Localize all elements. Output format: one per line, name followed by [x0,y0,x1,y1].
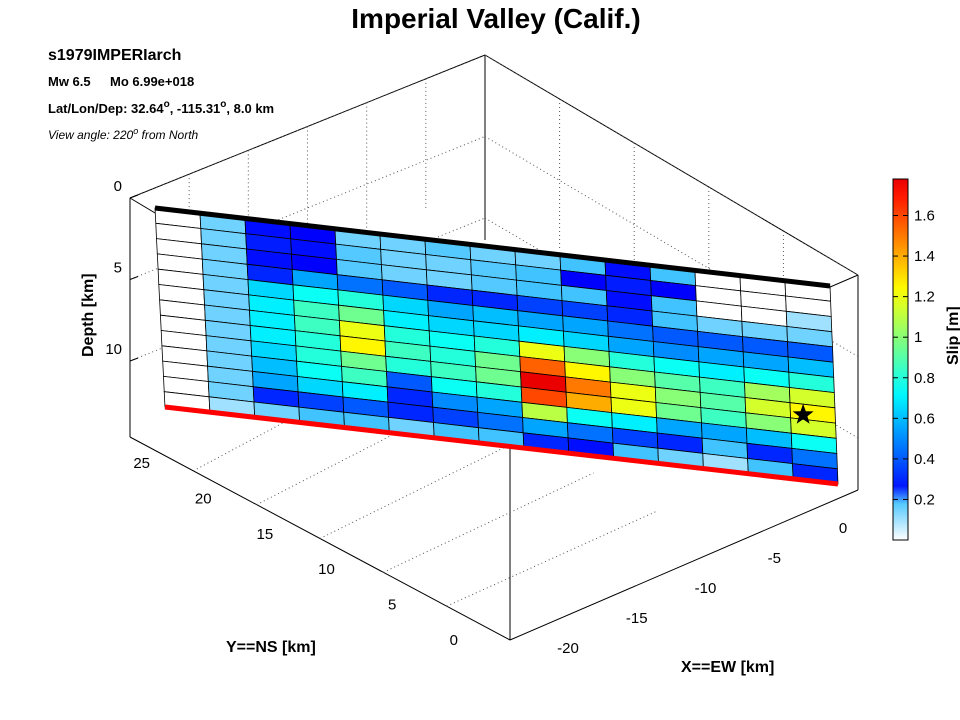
depth-axis-label: Depth [km] [80,273,97,357]
slip-patches [154,207,839,485]
location-lon: , -115.31 [170,101,221,116]
location-lat: Lat/Lon/Dep: 32.64 [48,101,164,116]
colorbar-tick-label: 1 [914,329,922,346]
x-tick-label: -5 [768,550,781,567]
y-axis-label: Y==NS [km] [226,639,316,656]
colorbar-tick-label: 1.6 [914,208,935,225]
event-id: s1979IMPERIarch [48,47,181,64]
y-tick-label: 10 [318,561,335,578]
depth-tick-label: 5 [114,260,122,277]
degree-mark-3: o [133,126,138,136]
fault-top-edge [154,205,831,289]
y-tick-label: 25 [133,455,150,472]
colorbar-label: Slip [m] [945,306,960,365]
depth-tick-label: 0 [114,178,122,195]
y-tick-label: 15 [257,526,274,543]
x-tick-label: -20 [557,640,579,657]
colorbar-fill [892,178,909,541]
hypocenter-star-icon [792,403,814,424]
grid-line [383,472,594,573]
location-dep: , 8.0 km [226,101,274,116]
x-axis-label: X==EW [km] [681,659,774,676]
degree-mark-2: o [220,99,226,110]
depth-tick-label: 10 [105,341,122,358]
colorbar-tick-label: 0.2 [914,491,935,508]
colorbar-tick-label: 0.8 [914,370,935,387]
grid-line [446,511,657,607]
depth-ticks: 0 5 10 [105,178,139,362]
colorbar-ticks: 0.2 0.4 0.6 0.8 1 1.2 1.4 1.6 [893,208,935,508]
degree-mark-1: o [164,99,170,110]
y-tick-label: 0 [450,632,458,649]
colorbar-tick-label: 0.4 [914,451,935,468]
magnitude-label: Mw 6.5 [48,74,91,89]
grid-line [319,433,532,539]
x-ticks: 0 -5 -10 -15 -20 [557,520,847,657]
view-angle-suffix: from North [138,128,198,142]
colorbar: 0.2 0.4 0.6 0.8 1 1.2 1.4 1.6 Slip [m] [892,178,960,541]
y-tick-label: 20 [195,490,212,507]
location-label: Lat/Lon/Dep: 32.64o, -115.31o, 8.0 km [48,99,274,116]
grid-line [484,54,859,276]
x-tick-label: -15 [626,610,648,627]
x-tick-label: -10 [695,580,717,597]
x-tick-label: 0 [839,520,847,537]
chart-title: Imperial Valley (Calif.) [351,3,640,34]
y-tick-label: 5 [388,597,396,614]
view-angle-label: View angle: 220o from North [48,126,199,142]
fault-bottom-edge [164,404,839,487]
colorbar-tick-label: 1.2 [914,289,935,306]
box-edge-bottom-right [509,489,859,641]
colorbar-tick-label: 1.4 [914,248,935,265]
moment-label: Mo 6.99e+018 [110,74,194,89]
y-ticks: 0 5 10 15 20 25 [133,455,458,649]
view-angle-prefix: View angle: 220 [48,128,134,142]
colorbar-tick-label: 0.6 [914,410,935,427]
